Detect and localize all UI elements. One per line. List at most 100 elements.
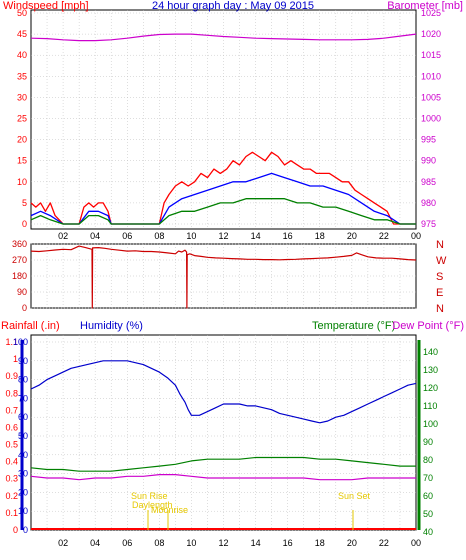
gridlines <box>31 10 416 531</box>
x-tick-label: 06 <box>122 538 132 548</box>
direction-degree-tick-label: 90 <box>17 287 27 297</box>
windspeed-tick-label: 15 <box>17 156 27 166</box>
series-line-gust <box>30 151 416 225</box>
windspeed-tick-label: 5 <box>22 198 27 208</box>
x-tick-label: 18 <box>315 538 325 548</box>
rainfall-tick-label: 0.4 <box>5 457 18 467</box>
x-tick-label: 22 <box>379 538 389 548</box>
barometer-tick-label: 1005 <box>421 92 441 102</box>
x-tick-label: 00 <box>411 231 421 241</box>
x-tick-label: 16 <box>283 231 293 241</box>
rain-axis-title: Rainfall (.in) <box>1 320 60 332</box>
direction-compass-tick-label: W <box>436 255 447 267</box>
humidity-tick-label: 60 <box>18 412 28 422</box>
temperature-tick-label: 100 <box>423 419 438 429</box>
barometer-tick-label: 995 <box>421 135 436 145</box>
x-tick-label: 10 <box>186 231 196 241</box>
data-marks <box>30 33 417 530</box>
temperature-tick-label: 90 <box>423 437 433 447</box>
windspeed-tick-label: 35 <box>17 71 27 81</box>
direction-compass-tick-label: N <box>436 303 444 315</box>
temperature-tick-label: 140 <box>423 347 438 357</box>
barometer-tick-label: 1015 <box>421 50 441 60</box>
windspeed-tick-label: 45 <box>17 29 27 39</box>
humidity-tick-label: 20 <box>18 487 28 497</box>
sunset-label: Sun Set <box>338 491 371 501</box>
barometer-tick-label: 1010 <box>421 71 441 81</box>
direction-compass-tick-label: S <box>436 271 443 283</box>
series-line-humidity <box>30 360 417 424</box>
sun-annotations: Sun Rise Daylength Moonrise Sun Set <box>131 491 371 530</box>
barometer-tick-label: 1020 <box>421 29 441 39</box>
series-line-barometer <box>30 33 417 42</box>
barometer-axis-title: Barometer [mb] <box>387 0 463 12</box>
x-tick-label: 12 <box>218 538 228 548</box>
humidity-tick-label: 30 <box>18 469 28 479</box>
direction-degree-tick-label: 180 <box>12 271 27 281</box>
direction-degree-tick-label: 0 <box>22 303 27 313</box>
x-tick-label: 04 <box>90 231 100 241</box>
direction-compass-tick-label: N <box>436 239 444 251</box>
x-tick-label: 18 <box>315 231 325 241</box>
rainfall-tick-label: 1 <box>13 354 18 364</box>
direction-degree-tick-label: 270 <box>12 255 27 265</box>
humidity-tick-label: 100 <box>13 337 28 347</box>
x-tick-label: 02 <box>58 538 68 548</box>
x-tick-label: 12 <box>218 231 228 241</box>
barometer-tick-label: 975 <box>421 219 436 229</box>
temperature-tick-label: 110 <box>423 401 437 411</box>
barometer-tick-label: 980 <box>421 198 436 208</box>
tick-labels: 0202040406060808101012121414161618182020… <box>5 8 447 548</box>
x-tick-label: 16 <box>283 538 293 548</box>
humidity-tick-label: 80 <box>18 375 28 385</box>
series-line-temperature <box>30 456 416 472</box>
temperature-tick-label: 60 <box>423 491 433 501</box>
temperature-tick-label: 70 <box>423 473 433 483</box>
direction-degree-tick-label: 360 <box>12 239 27 249</box>
humidity-tick-label: 50 <box>18 431 28 441</box>
x-tick-label: 14 <box>251 231 261 241</box>
barometer-tick-label: 985 <box>421 177 436 187</box>
x-tick-label: 22 <box>379 231 389 241</box>
rainfall-tick-label: 0 <box>13 525 18 535</box>
rainfall-tick-label: 0.1 <box>5 508 18 518</box>
x-tick-label: 20 <box>347 231 357 241</box>
windspeed-tick-label: 50 <box>17 8 27 18</box>
rainfall-tick-label: 0.2 <box>5 491 18 501</box>
rainfall-tick-label: 0.9 <box>5 371 18 381</box>
rainfall-tick-label: 0.5 <box>5 440 18 450</box>
series-line-low <box>30 198 416 225</box>
barometer-tick-label: 1000 <box>421 114 441 124</box>
direction-compass-tick-label: E <box>436 287 443 299</box>
rainfall-tick-label: 0.3 <box>5 474 18 484</box>
series-line-average <box>30 172 416 225</box>
temperature-tick-label: 50 <box>423 509 433 519</box>
rainfall-tick-label: 0.7 <box>5 405 18 415</box>
series-line-direction <box>30 245 417 309</box>
x-tick-label: 14 <box>251 538 261 548</box>
windspeed-tick-label: 25 <box>17 114 27 124</box>
temperature-axis-title: Temperature (°F) <box>312 320 395 332</box>
windspeed-tick-label: 0 <box>22 219 27 229</box>
temperature-tick-label: 40 <box>423 527 433 537</box>
chart-title: 24 hour graph day : May 09 2015 <box>152 0 314 12</box>
x-tick-label: 08 <box>154 538 164 548</box>
windspeed-tick-label: 10 <box>17 177 27 187</box>
wind-axis-title: Windspeed [mph] <box>3 0 89 12</box>
humidity-axis-title: Humidity (%) <box>80 320 143 332</box>
x-tick-label: 00 <box>411 538 421 548</box>
rainfall-tick-label: 0.8 <box>5 388 18 398</box>
barometer-tick-label: 1025 <box>421 8 441 18</box>
humidity-tick-label: 90 <box>18 356 28 366</box>
humidity-tick-label: 40 <box>18 450 28 460</box>
x-tick-label: 08 <box>154 231 164 241</box>
humidity-tick-label: 0 <box>23 525 28 535</box>
temperature-tick-label: 130 <box>423 365 438 375</box>
windspeed-tick-label: 20 <box>17 135 27 145</box>
humidity-tick-label: 70 <box>18 393 28 403</box>
x-tick-label: 20 <box>347 538 357 548</box>
temperature-tick-label: 80 <box>423 455 433 465</box>
humidity-tick-label: 10 <box>18 506 28 516</box>
